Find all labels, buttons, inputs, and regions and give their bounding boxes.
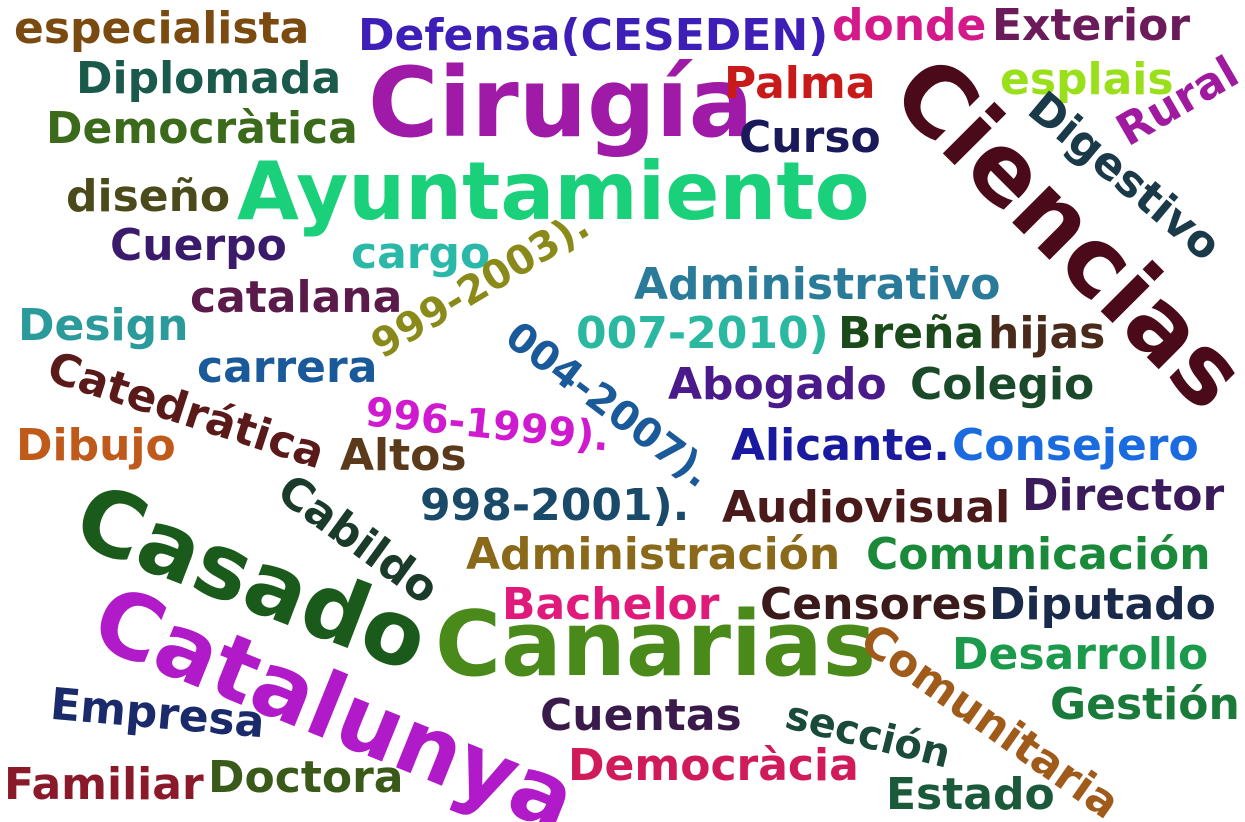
word-comunicacion: Comunicación [866, 529, 1211, 580]
word-censores: Censores [760, 579, 988, 630]
word-exterior: Exterior [992, 0, 1191, 51]
word-dibujo: Dibujo [16, 420, 176, 471]
word-esplais: esplais [1000, 54, 1174, 105]
word-ayuntamiento: Ayuntamiento [237, 145, 870, 238]
word-catalana: catalana [190, 272, 403, 323]
word-diseno: diseño [66, 171, 231, 222]
word-democratica: Democràtica [46, 103, 358, 154]
word-donde: donde [832, 0, 987, 51]
word-brena: Breña [838, 308, 985, 359]
word-cuerpo: Cuerpo [110, 220, 287, 271]
word-diputado: Diputado [989, 579, 1216, 630]
word-curso: Curso [739, 112, 881, 163]
word-especialista: especialista [14, 3, 310, 54]
word-audiovisual: Audiovisual [722, 482, 1011, 533]
word-administrativo: Administrativo [634, 259, 1001, 310]
word-defensa-ceseden: Defensa(CESEDEN) [358, 10, 829, 61]
word-administracion: Administración [466, 529, 841, 580]
word-doctora: Doctora [208, 752, 404, 803]
word-estado: Estado [886, 769, 1055, 820]
word-hijas: hijas [988, 308, 1106, 359]
word-altos: Altos [340, 430, 467, 481]
word-cirugia: Cirugía [368, 47, 754, 159]
word-familiar: Familiar [4, 759, 204, 810]
word-design: Design [18, 300, 189, 351]
word-democracia: Democràcia [568, 740, 859, 791]
word-007-2010: 007-2010) [576, 308, 829, 359]
word-canarias: Canarias [435, 592, 877, 697]
word-abogado: Abogado [668, 359, 887, 410]
word-palma: Palma [724, 58, 876, 109]
word-gestion: Gestión [1050, 679, 1240, 730]
word-director: Director [1022, 470, 1225, 521]
word-bachelor: Bachelor [502, 579, 720, 630]
word-consejero: Consejero [952, 420, 1199, 471]
word-carrera: carrera [197, 342, 378, 393]
word-alicante: Alicante. [731, 420, 950, 471]
word-cuentas: Cuentas [540, 690, 742, 741]
word-cargo: cargo [351, 228, 491, 279]
word-colegio: Colegio [910, 359, 1095, 410]
word-diplomada: Diplomada [76, 53, 342, 104]
word-desarrollo: Desarrollo [952, 629, 1209, 680]
word-998-2001: 998-2001). [420, 480, 690, 531]
